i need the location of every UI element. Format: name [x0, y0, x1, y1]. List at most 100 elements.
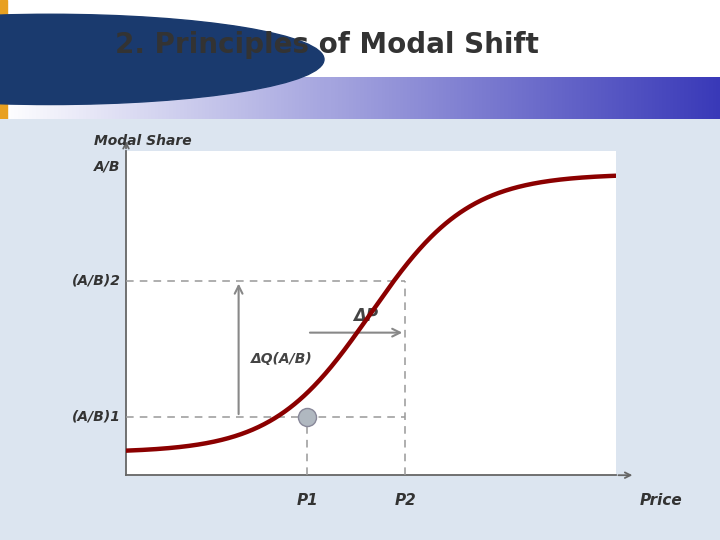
- Text: ΔP: ΔP: [354, 307, 379, 325]
- Bar: [446, 77, 450, 119]
- Bar: [716, 77, 720, 119]
- Bar: [133, 77, 137, 119]
- Bar: [554, 77, 558, 119]
- Bar: [508, 77, 511, 119]
- Bar: [572, 77, 576, 119]
- Bar: [461, 77, 464, 119]
- Bar: [72, 77, 76, 119]
- Bar: [612, 77, 616, 119]
- Bar: [709, 77, 713, 119]
- Bar: [68, 77, 72, 119]
- Bar: [713, 77, 716, 119]
- Bar: [241, 77, 245, 119]
- Bar: [238, 77, 241, 119]
- Bar: [252, 77, 256, 119]
- Bar: [482, 77, 486, 119]
- Bar: [104, 77, 108, 119]
- Bar: [630, 77, 634, 119]
- Bar: [295, 77, 299, 119]
- Bar: [652, 77, 655, 119]
- Bar: [515, 77, 518, 119]
- Bar: [256, 77, 259, 119]
- Bar: [400, 77, 403, 119]
- Bar: [662, 77, 666, 119]
- Bar: [680, 77, 684, 119]
- Bar: [526, 77, 529, 119]
- Bar: [119, 77, 122, 119]
- Bar: [194, 77, 198, 119]
- Bar: [454, 77, 457, 119]
- Bar: [335, 77, 338, 119]
- Bar: [688, 77, 691, 119]
- Bar: [112, 77, 115, 119]
- Bar: [97, 77, 101, 119]
- Bar: [166, 77, 169, 119]
- Bar: [364, 77, 367, 119]
- Bar: [313, 77, 317, 119]
- Bar: [360, 77, 364, 119]
- Bar: [65, 77, 68, 119]
- Bar: [140, 77, 144, 119]
- Bar: [277, 77, 281, 119]
- Bar: [191, 77, 194, 119]
- Bar: [432, 77, 436, 119]
- Bar: [486, 77, 490, 119]
- Bar: [47, 77, 50, 119]
- Bar: [569, 77, 572, 119]
- Bar: [320, 77, 324, 119]
- Text: (A/B)2: (A/B)2: [72, 274, 121, 288]
- Text: A/B: A/B: [94, 160, 121, 174]
- Bar: [619, 77, 623, 119]
- Bar: [378, 77, 382, 119]
- Bar: [547, 77, 551, 119]
- Bar: [472, 77, 475, 119]
- Bar: [155, 77, 158, 119]
- Bar: [288, 77, 292, 119]
- Bar: [205, 77, 209, 119]
- Bar: [374, 77, 378, 119]
- Bar: [353, 77, 356, 119]
- Bar: [212, 77, 216, 119]
- Bar: [544, 77, 547, 119]
- Bar: [0, 77, 4, 119]
- Bar: [284, 77, 288, 119]
- Bar: [184, 77, 187, 119]
- Bar: [32, 77, 36, 119]
- Bar: [173, 77, 176, 119]
- Bar: [410, 77, 414, 119]
- Bar: [490, 77, 493, 119]
- Bar: [198, 77, 202, 119]
- Bar: [418, 77, 421, 119]
- Bar: [385, 77, 389, 119]
- Bar: [407, 77, 410, 119]
- Bar: [40, 77, 43, 119]
- Bar: [122, 77, 126, 119]
- Bar: [151, 77, 155, 119]
- Bar: [493, 77, 497, 119]
- Bar: [702, 77, 706, 119]
- Bar: [14, 77, 18, 119]
- Bar: [605, 77, 608, 119]
- Bar: [299, 77, 302, 119]
- Bar: [673, 77, 677, 119]
- Bar: [158, 77, 162, 119]
- Text: 2. Principles of Modal Shift: 2. Principles of Modal Shift: [115, 31, 539, 59]
- Bar: [101, 77, 104, 119]
- Bar: [637, 77, 641, 119]
- Bar: [533, 77, 536, 119]
- Bar: [691, 77, 695, 119]
- Bar: [76, 77, 79, 119]
- Bar: [616, 77, 619, 119]
- Bar: [223, 77, 227, 119]
- Bar: [0, 0, 7, 119]
- Bar: [306, 77, 310, 119]
- Bar: [36, 77, 40, 119]
- Bar: [443, 77, 446, 119]
- Bar: [356, 77, 360, 119]
- Bar: [479, 77, 482, 119]
- Bar: [428, 77, 432, 119]
- Bar: [317, 77, 320, 119]
- Bar: [86, 77, 90, 119]
- Bar: [144, 77, 148, 119]
- Bar: [565, 77, 569, 119]
